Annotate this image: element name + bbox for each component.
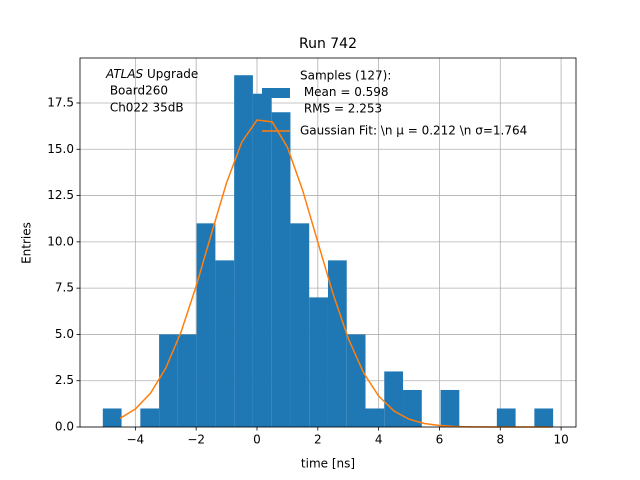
x-tick-label: 10: [553, 433, 568, 447]
annotation-line: Board260: [106, 84, 168, 98]
bar: [140, 408, 160, 427]
fit-line: [119, 119, 552, 428]
x-tick-label: 2: [314, 433, 322, 447]
y-tick-label: 15.0: [47, 142, 74, 156]
bar: [159, 334, 178, 427]
legend-label: Samples (127):: [300, 69, 391, 83]
annotation-line: Ch022 35dB: [106, 101, 184, 115]
bar: [102, 408, 122, 427]
bar: [365, 408, 385, 427]
bar: [496, 408, 516, 427]
annotation-italic: ATLAS: [105, 67, 144, 81]
x-tick-label: −2: [187, 433, 205, 447]
y-tick-label: 17.5: [47, 95, 74, 109]
legend-label: RMS = 2.253: [300, 102, 382, 116]
y-tick-label: 2.5: [55, 373, 74, 387]
x-tick-label: 6: [436, 433, 444, 447]
legend-label: Mean = 0.598: [300, 85, 389, 99]
axes-frame: [79, 57, 577, 428]
bar: [384, 371, 404, 427]
x-axis-label: time [ns]: [301, 457, 355, 471]
x-tick-label: 4: [375, 433, 383, 447]
y-tick-label: 7.5: [55, 281, 74, 295]
x-tick-label: 8: [496, 433, 504, 447]
x-tick-label: −4: [126, 433, 144, 447]
y-axis-label: Entries: [20, 222, 34, 264]
annotation-text: Upgrade: [143, 67, 198, 81]
x-tick-label: 0: [253, 433, 261, 447]
bar: [534, 408, 554, 427]
chart-title: Run 742: [299, 36, 357, 52]
legend-swatch: [262, 88, 290, 98]
bar: [234, 75, 253, 428]
legend-label: Gaussian Fit: \n μ = 0.212 \n σ=1.764: [300, 124, 527, 138]
bar: [346, 334, 366, 427]
bar: [196, 223, 216, 427]
bar: [309, 297, 328, 427]
annotation: ATLAS Upgrade: [105, 67, 198, 81]
bar: [271, 112, 291, 428]
bar: [290, 223, 310, 427]
bar: [215, 260, 235, 427]
bar: [327, 260, 347, 427]
bar: [252, 93, 272, 427]
bar: [440, 389, 460, 427]
y-tick-label: 12.5: [47, 188, 74, 202]
y-tick-label: 0.0: [55, 420, 74, 434]
bar: [177, 334, 197, 427]
y-tick-label: 10.0: [47, 234, 74, 248]
y-tick-label: 5.0: [55, 327, 74, 341]
